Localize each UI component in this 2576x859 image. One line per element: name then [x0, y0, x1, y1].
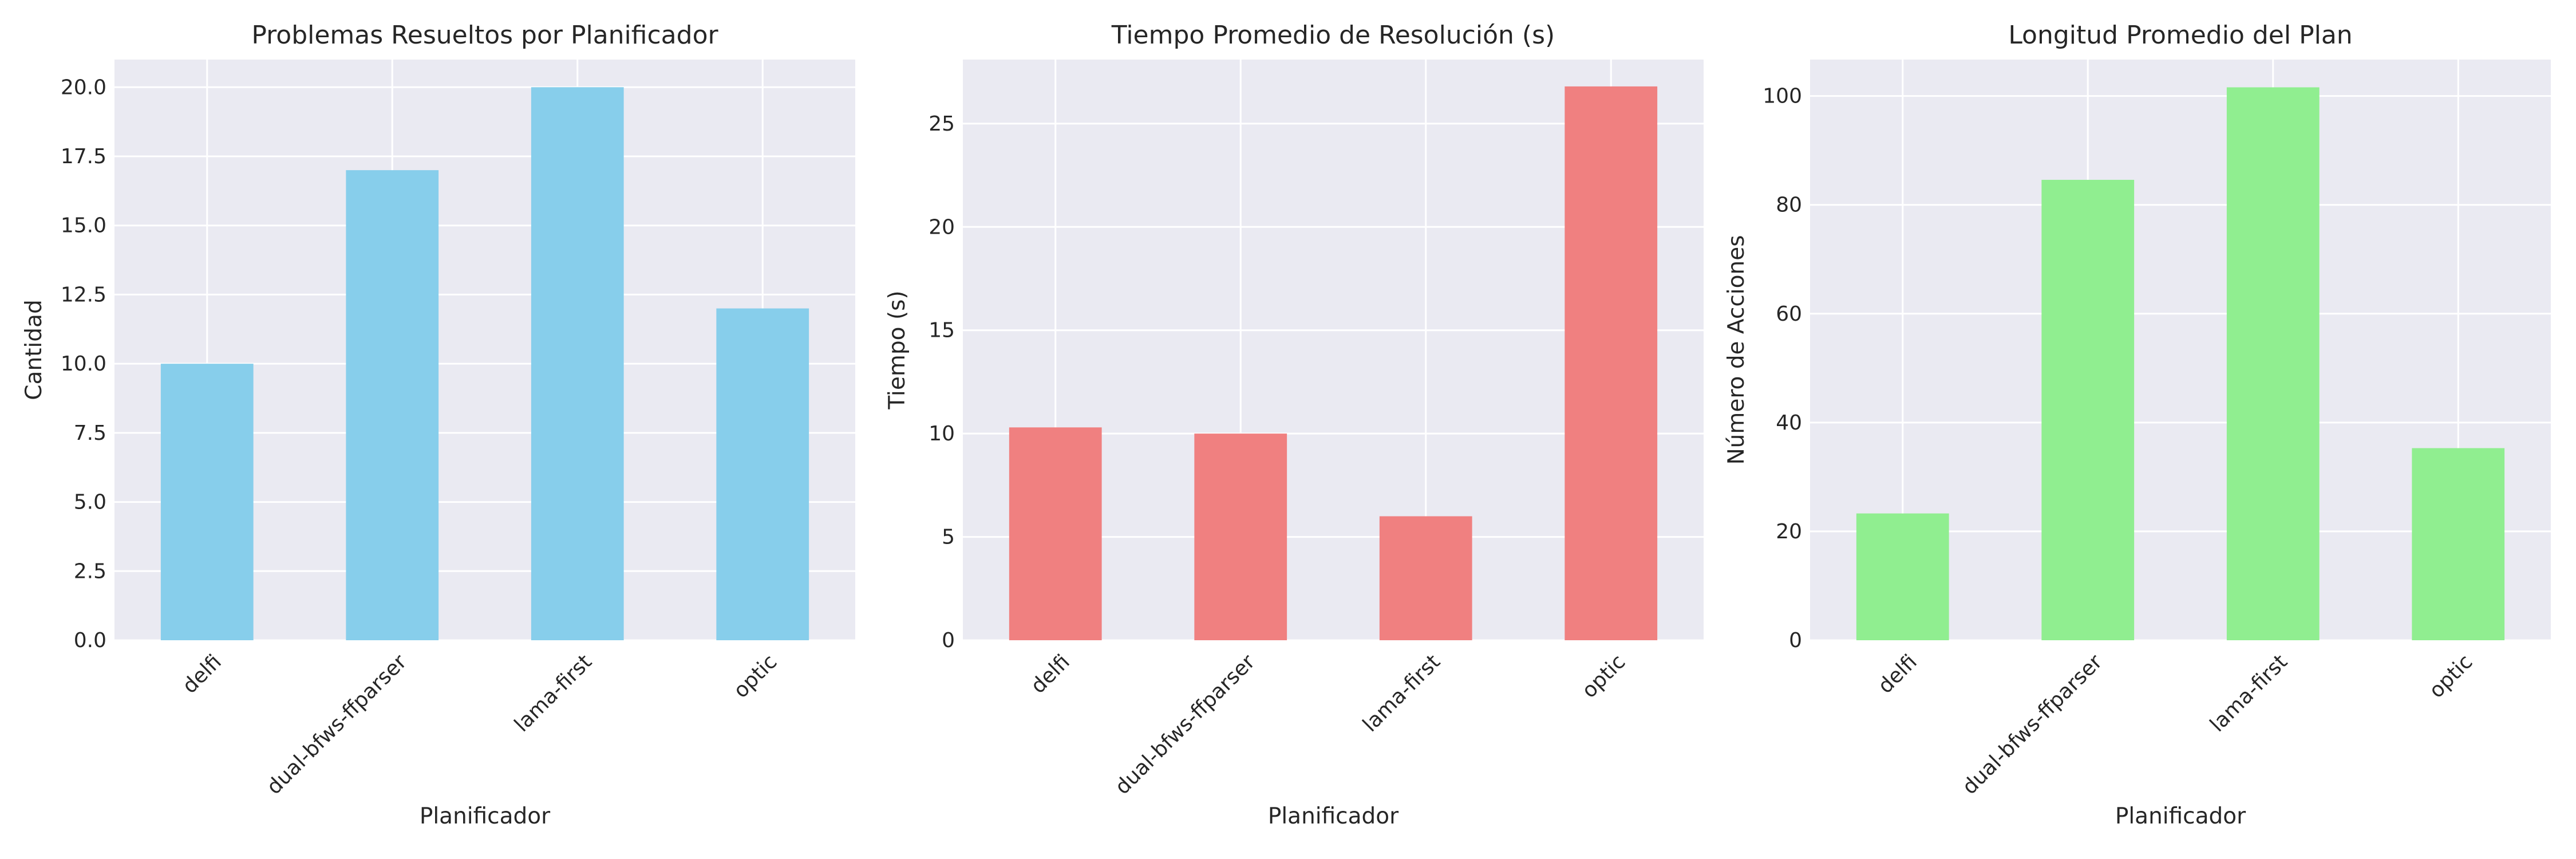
y-tick-label: 12.5 [61, 283, 106, 306]
y-tick-label: 15 [929, 319, 955, 342]
y-tick-label: 0 [1789, 629, 1802, 652]
chart-title: Longitud Promedio del Plan [2008, 21, 2352, 50]
y-axis-label: Cantidad [21, 300, 47, 400]
y-tick-label: 17.5 [61, 145, 106, 168]
y-tick-label: 20 [929, 215, 955, 239]
x-tick-label: optic [1578, 650, 1630, 703]
x-tick-label: lama-first [2206, 650, 2292, 736]
x-tick-label: dual-bfws-ffparser [1958, 650, 2107, 799]
y-tick-label: 10.0 [61, 352, 106, 376]
bar-lama-first [531, 87, 624, 641]
x-tick-label: delfi [178, 650, 226, 698]
x-axis-label: Planificador [1268, 803, 1399, 829]
y-tick-label: 60 [1776, 302, 1802, 326]
x-tick-label: delfi [1026, 650, 1074, 698]
chart-panel-2: 0 20 40 60 80 100 delfi dual-bfws-ffparser lama-… [1724, 21, 2551, 829]
bar-dual-bfws-ffparser [1194, 434, 1287, 640]
chart-title: Problemas Resueltos por Planificador [251, 21, 718, 50]
bar-dual-bfws-ffparser [2041, 180, 2135, 641]
y-axis-label: Número de Acciones [1724, 235, 1749, 464]
y-tick-label: 2.5 [74, 559, 106, 583]
x-tick-label: lama-first [510, 650, 596, 736]
y-tick-label: 100 [1763, 85, 1802, 108]
x-axis-label: Planificador [2115, 803, 2246, 829]
y-tick-label: 0 [942, 629, 955, 652]
y-tick-label: 25 [929, 112, 955, 136]
y-axis-label: Tiempo (s) [884, 290, 910, 409]
y-tick-label: 5 [942, 526, 955, 549]
chart-panel-1: 0 5 10 15 20 25 delfi dual-bfws-ffparser lama-fi… [884, 21, 1704, 829]
bar-optic [716, 308, 809, 640]
y-tick-label: 15.0 [61, 214, 106, 238]
y-tick-label: 20 [1776, 520, 1802, 543]
y-tick-label: 20.0 [61, 76, 106, 99]
x-tick-label: lama-first [1358, 650, 1445, 736]
x-tick-label: optic [2425, 650, 2478, 703]
y-tick-label: 10 [929, 422, 955, 446]
y-tick-label: 40 [1776, 411, 1802, 435]
bar-lama-first [1379, 516, 1472, 640]
y-tick-label: 5.0 [74, 491, 106, 514]
bar-delfi [1856, 513, 1949, 640]
x-tick-label: dual-bfws-ffparser [262, 650, 411, 799]
y-tick-label: 7.5 [74, 421, 106, 445]
x-tick-label: optic [729, 650, 782, 703]
x-tick-label: dual-bfws-ffparser [1111, 650, 1259, 799]
y-tick-label: 80 [1776, 194, 1802, 217]
chart-title: Tiempo Promedio de Resolución (s) [1111, 21, 1555, 50]
chart-panel-0: 0.0 2.5 5.0 7.5 10.0 12.5 15.0 17.5 20.0 delfi dua… [21, 21, 855, 829]
y-tick-label: 0.0 [74, 629, 106, 652]
x-tick-label: delfi [1874, 650, 1922, 698]
x-axis-label: Planificador [420, 803, 551, 829]
bar-delfi [1009, 427, 1102, 640]
bar-delfi [160, 364, 254, 640]
bar-dual-bfws-ffparser [346, 170, 439, 641]
bar-optic [2412, 448, 2505, 640]
bar-optic [1564, 86, 1658, 641]
bar-lama-first [2226, 87, 2320, 640]
